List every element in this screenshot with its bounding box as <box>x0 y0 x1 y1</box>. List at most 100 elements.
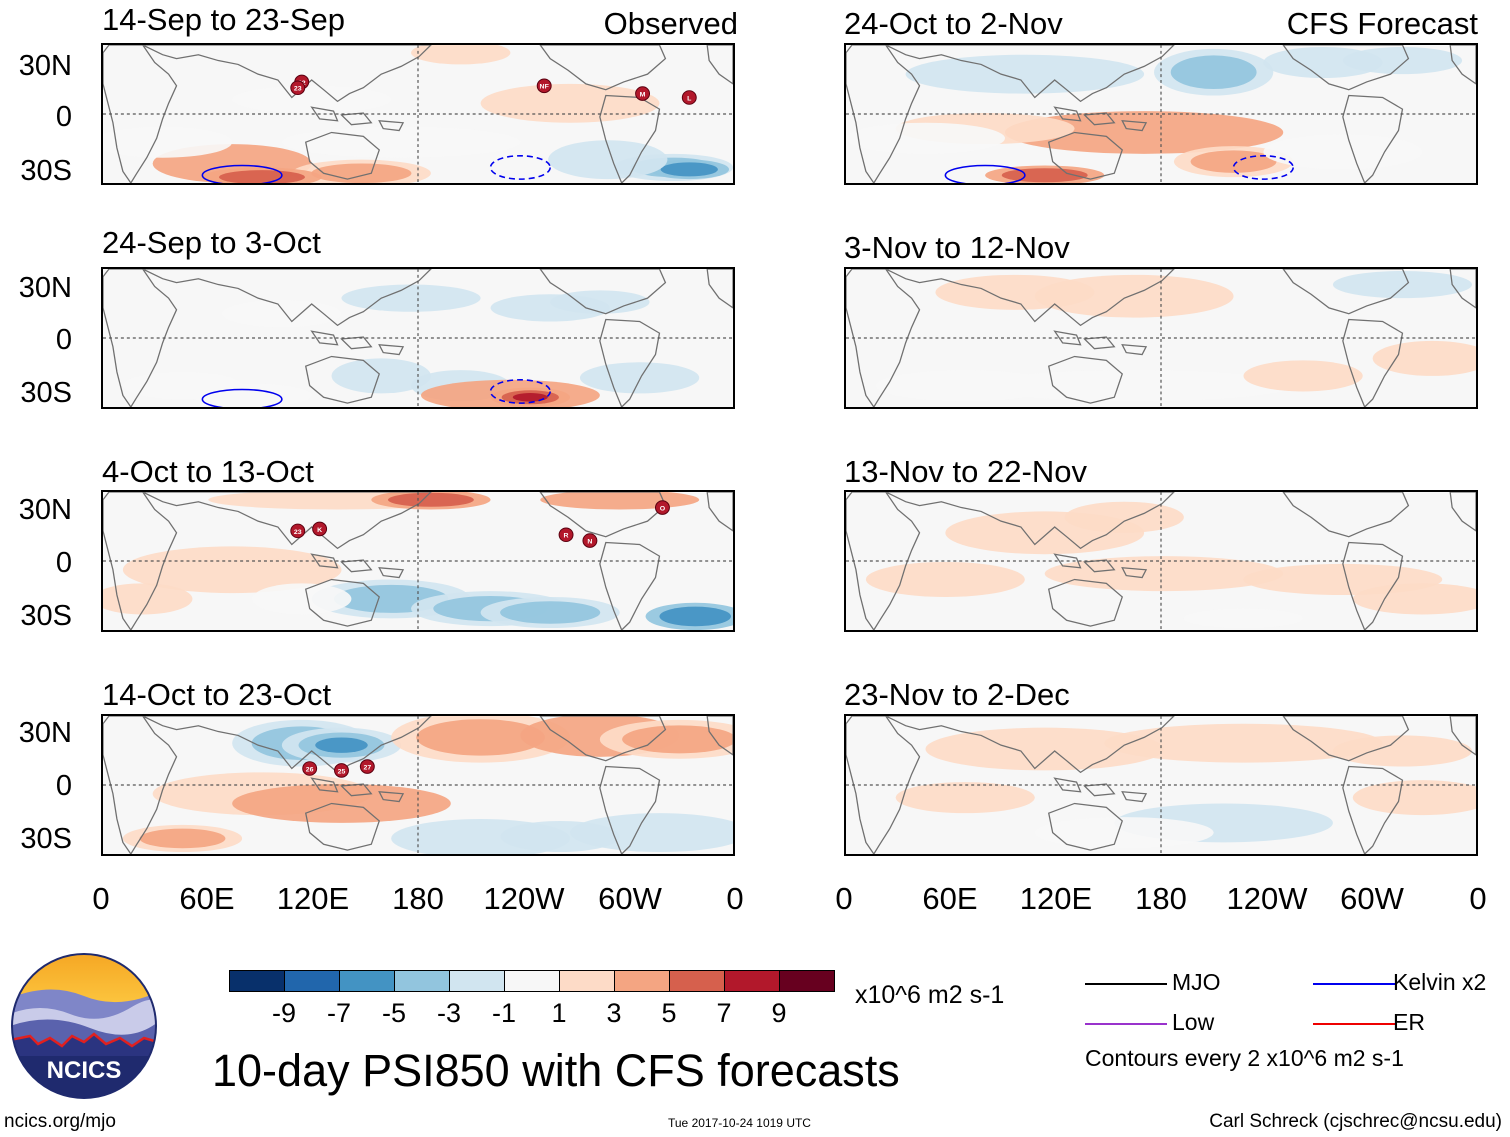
colorbar-swatch <box>559 970 615 992</box>
svg-text:26: 26 <box>306 766 314 773</box>
storm-marker: 23 <box>290 523 306 539</box>
ncics-logo: NCICS <box>11 953 157 1099</box>
lat-30n: 30N <box>18 50 72 82</box>
legend-er-label: ER <box>1393 1009 1425 1035</box>
svg-text:N: N <box>587 539 592 546</box>
colorbar-tick-label: 3 <box>606 998 622 1028</box>
panel-tag-observed: Observed <box>603 6 738 41</box>
map-panel-6 <box>844 267 1478 409</box>
footer-url: ncics.org/mjo <box>4 1111 116 1132</box>
colorbar-tick-label: -7 <box>326 998 352 1028</box>
svg-text:27: 27 <box>363 765 371 772</box>
map-panel-8 <box>844 714 1478 856</box>
map-panel-1: 2223NFML <box>101 43 735 185</box>
storm-marker: NF <box>536 78 552 94</box>
lat-eq: 0 <box>55 770 72 802</box>
lon-label: 180 <box>1135 881 1187 916</box>
lon-label: 60E <box>922 881 978 916</box>
lat-30s: 30S <box>20 823 72 855</box>
footer-credit: Carl Schreck (cjschrec@ncsu.edu) <box>1209 1111 1502 1132</box>
colorbar-swatch <box>614 970 670 992</box>
lon-label: 120W <box>483 881 565 916</box>
lon-label: 60E <box>179 881 235 916</box>
svg-text:K: K <box>317 527 322 534</box>
lat-30n: 30N <box>18 494 72 526</box>
colorbar-units: x10^6 m2 s-1 <box>855 981 1005 1009</box>
main-title: 10-day PSI850 with CFS forecasts <box>212 1045 900 1096</box>
panel-title-6: 3-Nov to 12-Nov <box>844 230 1070 265</box>
lat-30s: 30S <box>20 377 72 409</box>
svg-text:R: R <box>564 533 569 540</box>
legend-mjo-line <box>1085 983 1167 985</box>
lon-label: 0 <box>835 881 853 916</box>
map-panel-2 <box>101 267 735 409</box>
colorbar-swatch <box>669 970 725 992</box>
storm-marker: L <box>681 90 697 105</box>
lon-label: 180 <box>392 881 444 916</box>
map-panel-3: 23 K R N O <box>101 490 735 632</box>
logo-text: NCICS <box>47 1057 122 1084</box>
legend-low-line <box>1085 1023 1167 1025</box>
storm-marker: K <box>312 521 328 537</box>
colorbar-swatch <box>504 970 560 992</box>
contour-note: Contours every 2 x10^6 m2 s-1 <box>1085 1045 1404 1071</box>
panel-title-5: 24-Oct to 2-Nov <box>844 6 1063 41</box>
panel-title-8: 23-Nov to 2-Dec <box>844 677 1070 712</box>
lon-label: 60W <box>598 881 662 916</box>
colorbar-tick-label: 1 <box>551 998 567 1028</box>
legend-er-line <box>1313 1023 1395 1025</box>
lat-eq: 0 <box>55 324 72 356</box>
colorbar-tick-label: -9 <box>271 998 297 1028</box>
legend-kelvin-line <box>1313 983 1395 985</box>
lon-label: 120E <box>276 881 350 916</box>
storm-marker: 27 <box>359 759 375 774</box>
panel-title-1: 14-Sep to 23-Sep <box>102 2 346 37</box>
svg-text:23: 23 <box>294 529 302 536</box>
lon-label: 0 <box>92 881 110 916</box>
colorbar-tick-label: 7 <box>716 998 732 1028</box>
svg-text:25: 25 <box>338 768 346 775</box>
panel-title-7: 13-Nov to 22-Nov <box>844 454 1087 489</box>
colorbar-tick-label: -5 <box>381 998 407 1028</box>
svg-text:M: M <box>640 92 646 99</box>
panel-title-4: 14-Oct to 23-Oct <box>102 677 332 712</box>
lat-30n: 30N <box>18 272 72 304</box>
panel-title-3: 4-Oct to 13-Oct <box>102 454 314 489</box>
colorbar-swatch <box>449 970 505 992</box>
colorbar-tick-label: -3 <box>436 998 462 1028</box>
storm-marker: 23 <box>290 80 306 96</box>
storm-marker: 25 <box>334 763 349 778</box>
lon-label: 120E <box>1019 881 1093 916</box>
legend-low-label: Low <box>1172 1009 1215 1035</box>
lon-label: 120W <box>1226 881 1308 916</box>
lon-label: 0 <box>1469 881 1487 916</box>
map-panel-4: 26 25 27 <box>101 714 735 856</box>
map-panel-7 <box>844 490 1478 632</box>
lat-30n: 30N <box>18 717 72 749</box>
colorbar-tick-label: 5 <box>661 998 677 1028</box>
panel-title-2: 24-Sep to 3-Oct <box>102 225 321 260</box>
lat-30s: 30S <box>20 600 72 632</box>
lon-label: 60W <box>1340 881 1404 916</box>
lat-eq: 0 <box>55 101 72 133</box>
colorbar-swatch <box>779 970 835 992</box>
map-panel-5 <box>844 43 1478 185</box>
lon-label: 0 <box>726 881 744 916</box>
svg-text:23: 23 <box>294 86 302 93</box>
storm-marker: M <box>635 86 651 101</box>
storm-marker: 26 <box>302 761 318 776</box>
lat-30s: 30S <box>20 155 72 187</box>
lat-eq: 0 <box>55 547 72 579</box>
panel-tag-forecast: CFS Forecast <box>1286 6 1478 41</box>
footer-timestamp: Tue 2017-10-24 1019 UTC <box>668 1116 811 1130</box>
colorbar-swatch <box>229 970 285 992</box>
legend-kelvin-label: Kelvin x2 <box>1393 969 1487 995</box>
colorbar-swatch <box>724 970 780 992</box>
legend-mjo-label: MJO <box>1172 969 1221 995</box>
storm-marker: O <box>654 500 670 515</box>
colorbar-swatch <box>394 970 450 992</box>
colorbar-swatch <box>339 970 395 992</box>
svg-text:NF: NF <box>540 84 549 91</box>
storm-marker: R <box>558 527 574 543</box>
storm-marker: N <box>582 533 598 548</box>
